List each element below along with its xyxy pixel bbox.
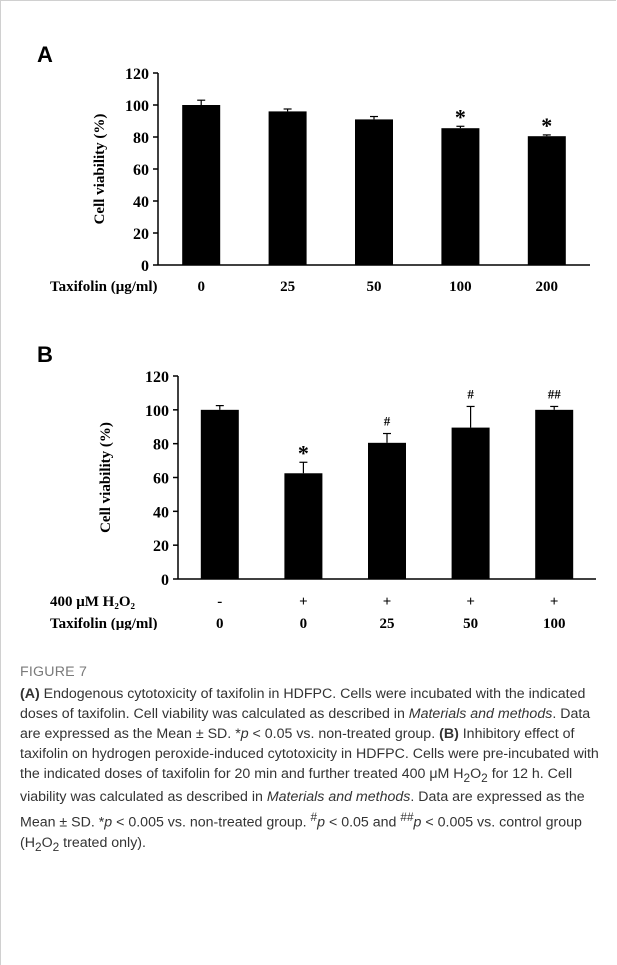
x-tick-label: 0 (197, 279, 205, 295)
y-tick-label: 0 (161, 572, 169, 589)
x-tick-label: 200 (536, 279, 559, 295)
bar-b-4 (535, 409, 574, 579)
y-tick-label: 0 (141, 258, 149, 275)
significance-mark: # (384, 414, 391, 429)
significance-mark: * (541, 113, 552, 138)
y-tick-label: 80 (153, 437, 169, 454)
bar-b-1 (284, 473, 323, 579)
row-value: + (383, 594, 392, 610)
y-tick-label: 100 (125, 98, 149, 115)
y-tick-label: 60 (153, 471, 169, 488)
bar-b-2 (368, 442, 406, 579)
y-tick-label: 100 (145, 403, 169, 420)
y-tick-label: 40 (153, 504, 169, 521)
row-value: + (299, 594, 308, 610)
y-tick-label: 120 (125, 66, 149, 83)
row-label: 400 μM H₂O₂ (50, 594, 135, 610)
bar-a-1 (268, 111, 307, 266)
y-tick-label: 120 (145, 369, 169, 386)
x-tick-label: 50 (367, 279, 382, 295)
significance-mark: * (298, 440, 309, 465)
y-tick-label: 20 (153, 538, 169, 555)
row-value: 25 (380, 616, 395, 630)
y-tick-label: 60 (133, 162, 149, 179)
row-value: + (466, 594, 475, 610)
panel-label-a: A (37, 42, 53, 67)
row-label: Taxifolin (μg/ml) (50, 616, 158, 630)
figure-caption: FIGURE 7 (A) Endogenous cytotoxicity of … (20, 663, 605, 858)
bar-b-3 (451, 427, 490, 579)
bar-a-3 (441, 128, 480, 265)
row-value: 100 (543, 616, 566, 630)
y-tick-label: 80 (133, 130, 149, 147)
significance-mark: # (467, 386, 474, 401)
figure-title: FIGURE 7 (20, 664, 88, 680)
x-tick-label: 100 (449, 279, 472, 295)
y-tick-label: 20 (133, 226, 149, 243)
caption-text: (A) Endogenous cytotoxicity of taxifolin… (20, 685, 599, 854)
y-tick-label: 40 (133, 194, 149, 211)
row-value: 0 (300, 616, 308, 630)
x-tick-label: 25 (280, 279, 295, 295)
panel-label-b: B (37, 342, 53, 367)
bar-b-0 (200, 409, 239, 579)
figure-frame-top (0, 0, 616, 1)
significance-mark: * (455, 104, 466, 129)
chart-panel-a: A 0 20 40 60 80 100 120 Cell viability (%) * * Tax… (37, 42, 590, 295)
row-value: 0 (216, 616, 224, 630)
x-axis-label: Taxifolin (μg/ml) (50, 279, 158, 295)
row-value: + (550, 594, 559, 610)
y-axis-label: Cell viability (%) (92, 114, 108, 225)
bar-a-2 (355, 119, 393, 266)
y-axis-label: Cell viability (%) (98, 422, 114, 533)
chart-a-plot: 0 20 40 60 80 100 120 Cell viability (%) * * Taxif… (50, 66, 590, 295)
bar-a-0 (182, 105, 221, 265)
row-value: 50 (463, 616, 478, 630)
figure-frame-left (0, 0, 1, 965)
bar-a-4 (527, 136, 566, 265)
significance-mark: ## (548, 386, 562, 401)
row-value: - (217, 594, 222, 610)
